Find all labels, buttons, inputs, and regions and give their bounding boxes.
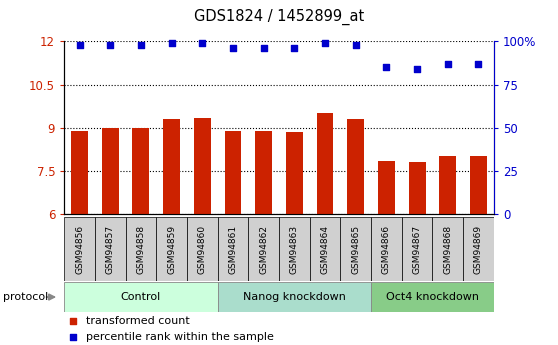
Text: Nanog knockdown: Nanog knockdown bbox=[243, 292, 346, 302]
FancyBboxPatch shape bbox=[432, 217, 463, 281]
Text: GSM94856: GSM94856 bbox=[75, 225, 84, 274]
Point bbox=[443, 61, 452, 67]
Bar bbox=[194, 118, 211, 214]
Text: GSM94869: GSM94869 bbox=[474, 225, 483, 274]
Point bbox=[259, 46, 268, 51]
Bar bbox=[71, 130, 88, 214]
FancyBboxPatch shape bbox=[371, 217, 402, 281]
FancyBboxPatch shape bbox=[218, 282, 371, 312]
Point bbox=[290, 46, 299, 51]
FancyBboxPatch shape bbox=[402, 217, 432, 281]
Text: GSM94864: GSM94864 bbox=[320, 225, 330, 274]
Bar bbox=[286, 132, 303, 214]
Text: GSM94857: GSM94857 bbox=[105, 225, 115, 274]
Bar bbox=[470, 156, 487, 214]
FancyBboxPatch shape bbox=[310, 217, 340, 281]
Point bbox=[68, 318, 77, 324]
Text: protocol: protocol bbox=[3, 292, 48, 302]
FancyBboxPatch shape bbox=[126, 217, 156, 281]
Point bbox=[136, 42, 145, 48]
Point bbox=[68, 335, 77, 340]
Text: GDS1824 / 1452899_at: GDS1824 / 1452899_at bbox=[194, 9, 364, 25]
Text: transformed count: transformed count bbox=[86, 316, 189, 326]
Text: GSM94858: GSM94858 bbox=[136, 225, 146, 274]
Text: GSM94859: GSM94859 bbox=[167, 225, 176, 274]
Bar bbox=[255, 130, 272, 214]
Text: GSM94861: GSM94861 bbox=[228, 225, 238, 274]
Text: GSM94865: GSM94865 bbox=[351, 225, 360, 274]
FancyBboxPatch shape bbox=[187, 217, 218, 281]
Point bbox=[167, 40, 176, 46]
Text: GSM94860: GSM94860 bbox=[198, 225, 207, 274]
Text: percentile rank within the sample: percentile rank within the sample bbox=[86, 333, 273, 342]
FancyBboxPatch shape bbox=[371, 282, 494, 312]
FancyBboxPatch shape bbox=[95, 217, 126, 281]
FancyBboxPatch shape bbox=[279, 217, 310, 281]
Text: GSM94863: GSM94863 bbox=[290, 225, 299, 274]
Bar bbox=[102, 128, 119, 214]
Point bbox=[351, 42, 360, 48]
FancyBboxPatch shape bbox=[64, 217, 95, 281]
Text: Oct4 knockdown: Oct4 knockdown bbox=[386, 292, 479, 302]
Bar bbox=[439, 156, 456, 214]
Point bbox=[412, 66, 421, 72]
Point bbox=[320, 40, 329, 46]
Text: GSM94862: GSM94862 bbox=[259, 225, 268, 274]
FancyBboxPatch shape bbox=[64, 282, 218, 312]
Text: GSM94867: GSM94867 bbox=[412, 225, 422, 274]
Point bbox=[382, 65, 391, 70]
Bar bbox=[316, 113, 334, 214]
Point bbox=[105, 42, 115, 48]
Point bbox=[198, 40, 206, 46]
Point bbox=[75, 42, 84, 48]
Bar bbox=[132, 128, 150, 214]
Text: GSM94868: GSM94868 bbox=[443, 225, 453, 274]
Text: GSM94866: GSM94866 bbox=[382, 225, 391, 274]
Text: Control: Control bbox=[121, 292, 161, 302]
FancyBboxPatch shape bbox=[340, 217, 371, 281]
Bar bbox=[408, 162, 426, 214]
Point bbox=[228, 46, 237, 51]
Bar bbox=[224, 130, 242, 214]
Bar bbox=[163, 119, 180, 214]
FancyBboxPatch shape bbox=[156, 217, 187, 281]
Bar bbox=[347, 119, 364, 214]
Bar bbox=[378, 161, 395, 214]
FancyBboxPatch shape bbox=[248, 217, 279, 281]
FancyBboxPatch shape bbox=[218, 217, 248, 281]
Point bbox=[474, 61, 483, 67]
FancyBboxPatch shape bbox=[463, 217, 494, 281]
